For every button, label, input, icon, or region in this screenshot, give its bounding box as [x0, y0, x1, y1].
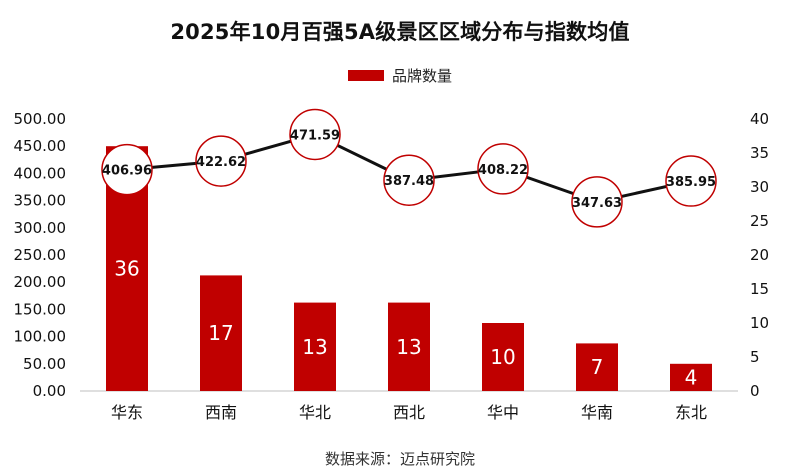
y-left-tick-label: 400.00 [14, 164, 67, 182]
y-right-tick-label: 15 [750, 280, 769, 298]
y-right-tick-label: 20 [750, 246, 769, 264]
line-point-label: 387.48 [384, 174, 434, 189]
line-point-marker [195, 135, 247, 187]
y-right-tick-label: 10 [750, 314, 769, 332]
chart-title: 2025年10月百强5A级景区区域分布与指数均值 [170, 20, 630, 44]
y-left-tick-label: 350.00 [14, 192, 67, 210]
bar-value-label: 10 [490, 345, 515, 369]
legend: 品牌数量 [0, 65, 800, 86]
x-tick-label: 华北 [299, 403, 331, 422]
y-right-tick-label: 0 [750, 382, 760, 400]
line-point-label: 408.22 [478, 163, 528, 178]
y-left-tick-label: 250.00 [14, 246, 67, 264]
bar-西南 [200, 275, 242, 391]
bar-value-label: 13 [302, 335, 327, 359]
x-tick-label: 西南 [205, 403, 237, 422]
line-point-marker [477, 143, 529, 195]
line-point-label: 385.95 [666, 175, 716, 190]
line-point-marker [101, 143, 153, 196]
bar-华北 [294, 302, 336, 391]
x-tick-label: 华南 [581, 403, 613, 422]
y-right-tick-label: 40 [750, 110, 769, 128]
bar-东北 [670, 363, 712, 391]
y-left-tick-label: 450.00 [14, 137, 67, 155]
source-note: 数据来源：迈点研究院 [324, 450, 475, 468]
y-left-tick-label: 500.00 [14, 110, 67, 128]
line-point-marker [383, 154, 435, 206]
line-point-marker [571, 176, 623, 228]
legend-swatch-bar [347, 70, 384, 81]
line-point-label: 471.59 [290, 128, 340, 143]
x-tick-label: 华中 [487, 403, 519, 422]
bar-华中 [482, 323, 524, 391]
line-point-marker [665, 155, 717, 207]
bar-value-label: 4 [685, 365, 698, 389]
y-right-tick-label: 35 [750, 144, 769, 162]
bar-value-label: 13 [396, 335, 421, 359]
bar-value-label: 36 [114, 257, 139, 281]
legend-label-bar: 品牌数量 [391, 67, 452, 85]
x-tick-label: 东北 [675, 403, 707, 422]
line-point-label: 347.63 [572, 196, 622, 211]
line-point-label: 422.62 [196, 155, 246, 170]
y-left-tick-label: 100.00 [14, 328, 67, 346]
y-left-tick-label: 200.00 [14, 273, 67, 291]
y-right-tick-label: 25 [750, 212, 769, 230]
bar-西北 [388, 302, 430, 391]
y-left-tick-label: 300.00 [14, 219, 67, 237]
y-left-tick-label: 0.00 [33, 382, 66, 400]
y-left-tick-label: 150.00 [14, 300, 67, 318]
bar-value-label: 17 [208, 321, 233, 345]
bar-华南 [576, 343, 618, 391]
bar-value-label: 7 [591, 355, 604, 379]
x-tick-label: 华东 [111, 403, 143, 422]
y-right-tick-label: 5 [750, 348, 760, 366]
line-point-marker [289, 108, 341, 161]
y-left-tick-label: 50.00 [23, 355, 66, 373]
y-right-tick-label: 30 [750, 178, 769, 196]
x-tick-label: 西北 [393, 403, 425, 422]
line-point-label: 406.96 [102, 164, 152, 179]
